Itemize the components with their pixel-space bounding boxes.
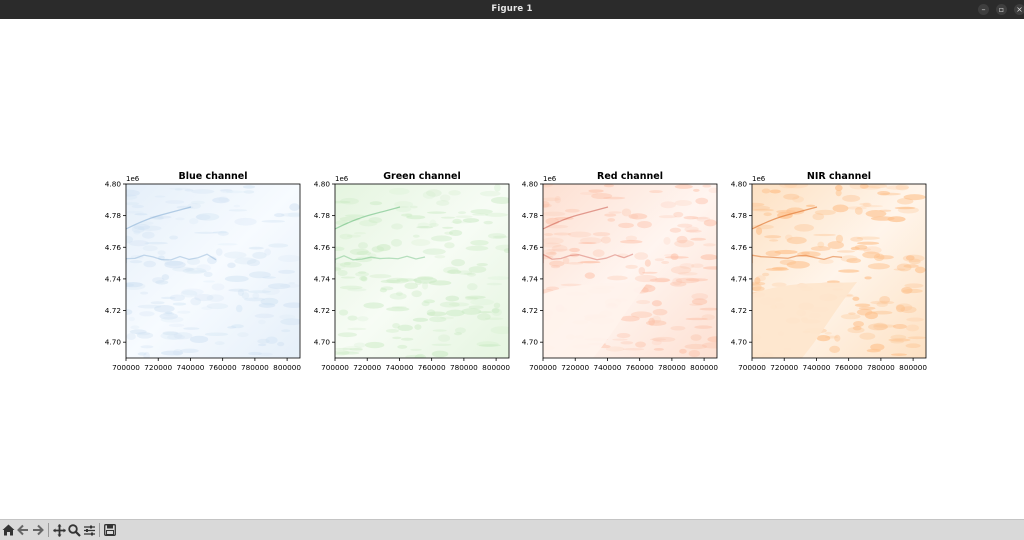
y-tick-label: 4.76 <box>314 243 331 252</box>
x-tick-label: 760000 <box>418 363 446 372</box>
axes-title: NIR channel <box>807 171 871 182</box>
back-icon <box>17 524 28 536</box>
x-tick-label: 720000 <box>770 363 798 372</box>
x-tick-label: 740000 <box>594 363 622 372</box>
image-texture <box>126 185 300 358</box>
axes-blue: Blue channel 1e6 4.70 4.72 4.74 4.76 4.78 4.80 7… <box>105 171 302 372</box>
image-green <box>335 184 509 358</box>
x-tick-label: 720000 <box>144 363 172 372</box>
axes-title: Red channel <box>597 171 663 182</box>
close-icon: × <box>1016 5 1023 14</box>
toolbar-separator <box>99 523 100 537</box>
axes-frame <box>125 183 301 359</box>
x-tick-label: 760000 <box>835 363 863 372</box>
image-texture <box>335 184 509 358</box>
x-tick-label: 700000 <box>529 363 557 372</box>
axes-frame <box>751 183 927 359</box>
zoom-icon <box>67 523 81 537</box>
y-offset-label: 1e6 <box>752 175 766 183</box>
pan-button[interactable] <box>51 522 67 538</box>
axes-green: Green channel 1e6 4.70 4.72 4.74 4.76 4.78 4.80… <box>314 171 511 372</box>
x-tick-label: 720000 <box>561 363 589 372</box>
y-offset-label: 1e6 <box>126 175 140 183</box>
x-tick-label: 780000 <box>658 363 686 372</box>
configure-subplots-icon <box>83 525 95 535</box>
y-tick-label: 4.74 <box>731 274 748 283</box>
x-tick-label: 740000 <box>803 363 831 372</box>
forward-button[interactable] <box>30 522 46 538</box>
back-button[interactable] <box>15 522 31 538</box>
window-titlebar: Figure 1 – ▫ × <box>0 0 1024 19</box>
maximize-button[interactable]: ▫ <box>996 4 1007 15</box>
x-tick-label: 800000 <box>273 363 301 372</box>
image-texture <box>752 184 926 358</box>
x-tick-label: 800000 <box>899 363 927 372</box>
y-tick-label: 4.78 <box>522 211 539 220</box>
minimize-button[interactable]: – <box>978 4 989 15</box>
forward-icon <box>33 524 44 536</box>
y-tick-label: 4.70 <box>314 338 331 347</box>
configure-subplots-button[interactable] <box>81 522 97 538</box>
x-tick-label: 700000 <box>112 363 140 372</box>
axes-frame <box>334 183 510 359</box>
close-button[interactable]: × <box>1014 4 1024 15</box>
x-tick-label: 800000 <box>482 363 510 372</box>
axes-title: Green channel <box>383 171 460 182</box>
minimize-icon: – <box>981 5 986 14</box>
axes-red: Red channel 1e6 4.70 4.72 4.74 4.76 4.78 4.80 70… <box>522 171 719 372</box>
y-tick-label: 4.74 <box>105 274 122 283</box>
x-tick-label: 720000 <box>353 363 381 372</box>
figure-svg: Blue channel 1e6 4.70 4.72 4.74 4.76 4.78 4.80 7… <box>105 171 928 372</box>
y-tick-label: 4.72 <box>731 306 747 315</box>
toolbar-separator <box>48 523 49 537</box>
y-tick-label: 4.76 <box>522 243 539 252</box>
y-tick-label: 4.76 <box>731 243 748 252</box>
figure-canvas[interactable]: Blue channel 1e6 4.70 4.72 4.74 4.76 4.78 4.80 7… <box>0 19 1024 519</box>
y-tick-label: 4.70 <box>522 338 539 347</box>
y-tick-label: 4.72 <box>522 306 538 315</box>
window-title: Figure 1 <box>491 4 533 14</box>
zoom-button[interactable] <box>66 522 82 538</box>
save-button[interactable] <box>102 522 118 538</box>
y-tick-label: 4.80 <box>522 180 539 189</box>
y-tick-label: 4.74 <box>522 274 539 283</box>
x-tick-label: 700000 <box>321 363 349 372</box>
save-icon <box>104 524 116 536</box>
x-tick-label: 760000 <box>209 363 237 372</box>
x-tick-label: 780000 <box>867 363 895 372</box>
maximize-icon: ▫ <box>998 5 1005 14</box>
x-tick-label: 780000 <box>450 363 478 372</box>
image-texture <box>543 184 717 358</box>
x-tick-label: 760000 <box>626 363 654 372</box>
y-tick-label: 4.76 <box>105 243 122 252</box>
x-tick-label: 800000 <box>690 363 718 372</box>
x-tick-label: 780000 <box>241 363 269 372</box>
y-offset-label: 1e6 <box>543 175 557 183</box>
navigation-toolbar <box>0 519 1024 540</box>
y-tick-label: 4.80 <box>314 180 331 189</box>
y-offset-label: 1e6 <box>335 175 349 183</box>
y-tick-label: 4.78 <box>314 211 331 220</box>
y-tick-label: 4.80 <box>105 180 122 189</box>
y-tick-label: 4.70 <box>731 338 748 347</box>
axes-frame <box>542 183 718 359</box>
pan-icon <box>52 523 66 537</box>
y-tick-label: 4.78 <box>731 211 748 220</box>
home-button[interactable] <box>0 522 16 538</box>
image-blue <box>126 184 300 358</box>
x-tick-label: 700000 <box>738 363 766 372</box>
axes-title: Blue channel <box>178 171 247 182</box>
y-tick-label: 4.70 <box>105 338 122 347</box>
y-tick-label: 4.80 <box>731 180 748 189</box>
y-tick-label: 4.72 <box>105 306 121 315</box>
y-tick-label: 4.74 <box>314 274 331 283</box>
x-tick-label: 740000 <box>386 363 414 372</box>
x-tick-label: 740000 <box>177 363 205 372</box>
axes-nir: NIR channel 1e6 4.70 4.72 4.74 4.76 4.78 4.80 70… <box>731 171 928 372</box>
home-icon <box>2 524 14 536</box>
y-tick-label: 4.72 <box>314 306 330 315</box>
y-tick-label: 4.78 <box>105 211 122 220</box>
